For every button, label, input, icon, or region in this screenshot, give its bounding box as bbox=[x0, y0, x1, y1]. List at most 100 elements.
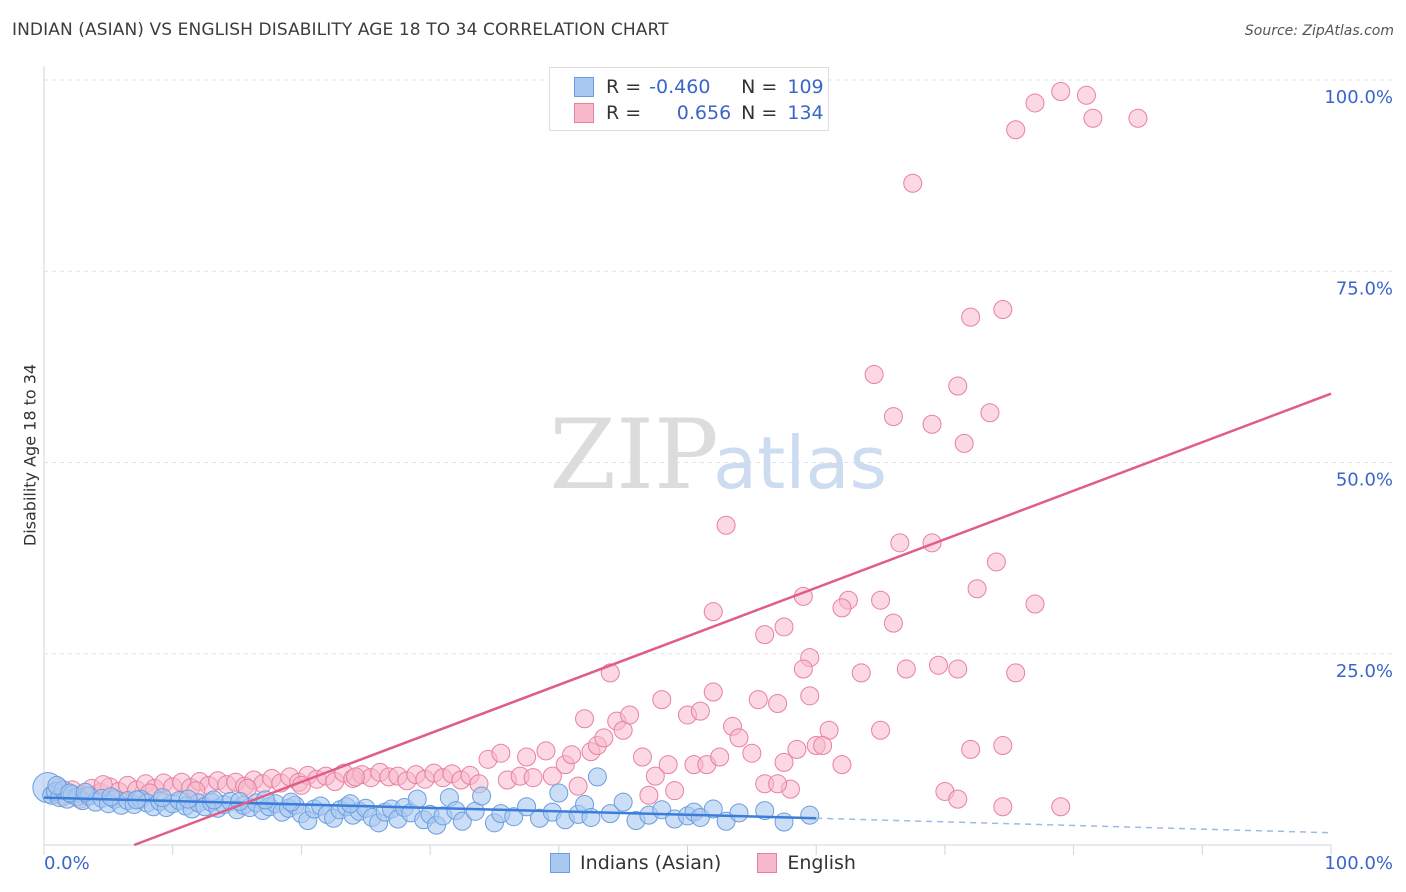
indians-point bbox=[549, 783, 569, 803]
legend-label-indians: Indians (Asian) bbox=[580, 852, 722, 874]
english-point bbox=[703, 682, 723, 702]
english-point bbox=[832, 755, 852, 775]
trend-lines bbox=[43, 392, 1332, 847]
english-point bbox=[832, 598, 852, 618]
legend-n-value-1: 109 bbox=[787, 76, 824, 98]
indians-swatch bbox=[574, 77, 594, 97]
english-legend-swatch bbox=[757, 853, 778, 873]
indians-point bbox=[340, 794, 360, 814]
indians-point bbox=[472, 786, 492, 806]
english-point bbox=[1051, 81, 1071, 101]
english-point bbox=[864, 365, 884, 385]
english-point bbox=[575, 709, 595, 729]
english-point bbox=[883, 407, 903, 427]
tick-labels: 100.0% 75.0% 50.0% 25.0% 0.0% 100.0% bbox=[44, 87, 1393, 874]
legend-label-english: English bbox=[787, 852, 856, 874]
english-point bbox=[961, 739, 981, 759]
english-point bbox=[961, 307, 981, 327]
indians-legend-swatch bbox=[550, 853, 571, 873]
english-point bbox=[517, 747, 537, 767]
legend-row-english: R = 0.656 N = 134 bbox=[574, 101, 824, 125]
indians-point bbox=[281, 792, 301, 812]
english-point bbox=[890, 533, 910, 553]
english-points bbox=[44, 81, 1148, 817]
indians-point bbox=[204, 790, 224, 810]
source-label: Source: ZipAtlas.com bbox=[1244, 23, 1394, 39]
y-axis-label: Disability Age 18 to 34 bbox=[20, 363, 40, 547]
english-point bbox=[542, 766, 562, 786]
english-point bbox=[774, 617, 794, 637]
english-point bbox=[568, 776, 588, 796]
legend-r-label-2: R = bbox=[606, 102, 642, 124]
x-tick-label: 100.0% bbox=[1324, 853, 1393, 874]
english-point bbox=[948, 789, 968, 809]
english-point bbox=[716, 515, 736, 535]
indians-point bbox=[452, 811, 472, 831]
english-point bbox=[703, 602, 723, 622]
legend-item-indians[interactable]: Indians (Asian) bbox=[550, 852, 721, 874]
english-point bbox=[948, 376, 968, 396]
english-point bbox=[986, 552, 1006, 572]
y-tick-label: 100.0% bbox=[1324, 87, 1393, 108]
indians-point bbox=[504, 807, 524, 827]
english-trend-line bbox=[133, 392, 1332, 847]
english-point bbox=[1006, 120, 1026, 140]
english-point bbox=[954, 433, 974, 453]
english-point bbox=[729, 728, 749, 748]
indians-point bbox=[101, 787, 121, 807]
english-swatch bbox=[574, 103, 594, 123]
english-point bbox=[1006, 663, 1026, 683]
series-legend: Indians (Asian) English bbox=[0, 852, 1406, 874]
english-point bbox=[1128, 108, 1148, 128]
english-point bbox=[871, 720, 891, 740]
indians-point bbox=[729, 803, 749, 823]
english-point bbox=[851, 663, 871, 683]
indians-point bbox=[152, 788, 172, 808]
english-point bbox=[658, 755, 678, 775]
watermark-zip: ZIP bbox=[549, 399, 718, 511]
english-point bbox=[562, 745, 582, 765]
indians-trend-extension bbox=[816, 817, 1332, 834]
english-point bbox=[742, 743, 762, 763]
indians-point bbox=[178, 789, 198, 809]
english-point bbox=[774, 752, 794, 772]
english-point bbox=[883, 613, 903, 633]
english-point bbox=[980, 403, 1000, 423]
english-point bbox=[993, 797, 1013, 817]
y-tick-label: 50.0% bbox=[1336, 470, 1393, 491]
y-tick-label: 25.0% bbox=[1336, 661, 1393, 682]
english-point bbox=[536, 741, 556, 761]
stats-legend: R = -0.460 N = 109 R = 0.656 N = 134 bbox=[549, 67, 829, 131]
grid bbox=[43, 66, 1392, 855]
indians-point bbox=[755, 801, 775, 821]
english-point bbox=[993, 300, 1013, 319]
english-point bbox=[491, 743, 511, 763]
english-point bbox=[896, 659, 916, 679]
legend-row-indians: R = -0.460 N = 109 bbox=[574, 75, 824, 99]
legend-n-value-2: 134 bbox=[787, 102, 824, 124]
indians-point bbox=[407, 789, 427, 809]
english-point bbox=[922, 414, 942, 434]
english-point bbox=[665, 781, 685, 801]
english-point bbox=[967, 579, 987, 599]
x-tick-label: 0.0% bbox=[44, 853, 90, 874]
english-point bbox=[813, 736, 833, 756]
english-point bbox=[620, 705, 640, 725]
english-point bbox=[690, 701, 710, 721]
english-point bbox=[639, 785, 659, 805]
legend-item-english[interactable]: English bbox=[757, 852, 856, 874]
english-point bbox=[871, 590, 891, 610]
english-point bbox=[1083, 108, 1103, 128]
english-point bbox=[1025, 594, 1045, 614]
english-point bbox=[748, 690, 768, 710]
english-point bbox=[768, 774, 788, 794]
english-point bbox=[1025, 93, 1045, 113]
legend-n-label-2: N = bbox=[741, 102, 778, 124]
english-point bbox=[1051, 797, 1071, 817]
english-point bbox=[1076, 85, 1096, 105]
english-point bbox=[993, 736, 1013, 756]
legend-n-label-1: N = bbox=[741, 76, 778, 98]
english-point bbox=[793, 659, 813, 679]
y-tick-label: 75.0% bbox=[1336, 278, 1393, 299]
